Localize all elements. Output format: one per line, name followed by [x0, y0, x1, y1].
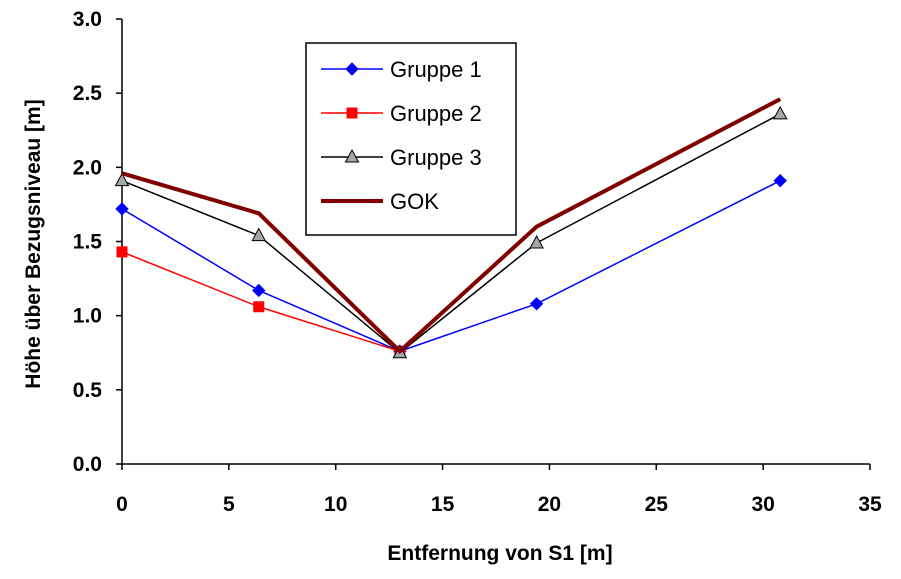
x-tick-label: 0 — [116, 493, 128, 516]
y-tick-label: 1.5 — [73, 231, 103, 254]
x-axis-title: Entfernung von S1 [m] — [387, 542, 612, 565]
data-point — [252, 283, 266, 298]
legend-item: Gruppe 3 — [321, 145, 482, 170]
x-tick-label: 5 — [223, 493, 235, 516]
legend-marker — [344, 148, 360, 163]
data-point — [773, 173, 787, 188]
y-tick-label: 1.0 — [73, 305, 102, 328]
legend-label: GOK — [390, 189, 439, 214]
data-point — [772, 105, 788, 120]
data-point — [529, 297, 544, 311]
x-tick-label: 15 — [431, 493, 455, 516]
x-tick-label: 35 — [858, 493, 882, 516]
y-tick-label: 3.0 — [73, 8, 102, 31]
x-tick-label: 20 — [538, 493, 561, 516]
x-tick-label: 25 — [645, 493, 669, 516]
legend-item: GOK — [321, 189, 439, 214]
series-gruppe-2 — [116, 246, 406, 357]
y-tick-label: 0.0 — [73, 453, 102, 476]
data-point — [251, 227, 267, 242]
legend-marker — [346, 107, 358, 119]
legend-label: Gruppe 1 — [390, 57, 482, 82]
x-tick-label: 30 — [751, 493, 774, 516]
x-tick-label: 10 — [324, 493, 347, 516]
y-tick-label: 2.5 — [73, 82, 103, 105]
data-point — [253, 301, 265, 313]
series-gok — [121, 97, 782, 355]
legend: Gruppe 1 Gruppe 2 Gruppe 3 GOK — [305, 42, 517, 236]
legend-label: Gruppe 3 — [390, 145, 482, 170]
y-tick-label: 0.5 — [73, 379, 103, 402]
y-axis-title: Höhe über Bezugsniveau [m] — [22, 99, 45, 388]
series-line — [121, 97, 782, 355]
data-point — [529, 234, 544, 249]
axes: 0.0 0.5 1.0 1.5 2.0 2.5 3.0 0 5 10 15 20 25 30 35 — [73, 8, 882, 516]
series-layer — [114, 97, 788, 359]
y-tick-label: 2.0 — [73, 156, 102, 179]
legend-item: Gruppe 2 — [321, 101, 482, 126]
legend-label: Gruppe 2 — [390, 101, 482, 126]
data-point — [116, 246, 128, 258]
data-point — [114, 172, 130, 187]
legend-item: Gruppe 1 — [321, 57, 482, 82]
legend-marker — [345, 62, 359, 76]
data-point — [115, 202, 129, 216]
